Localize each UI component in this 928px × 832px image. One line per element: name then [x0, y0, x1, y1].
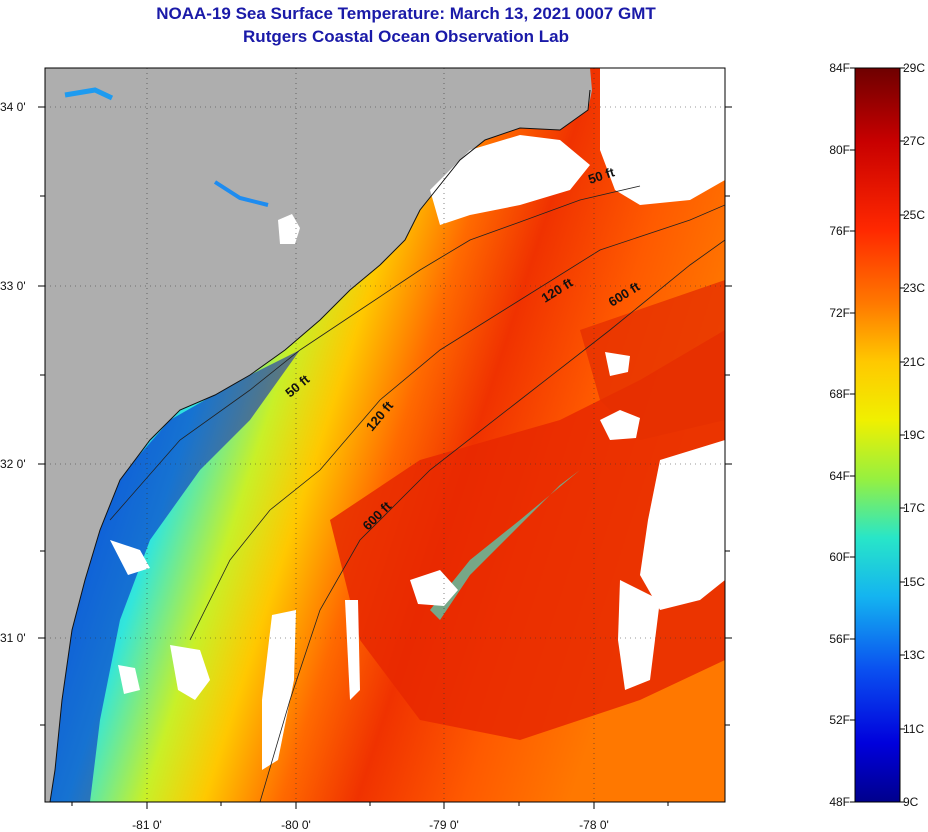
lat-label: 32 0'	[0, 457, 26, 471]
colorbar-f-label: 56F	[829, 632, 850, 646]
colorbar-c-label: 23C	[903, 281, 925, 295]
colorbar-c-label: 15C	[903, 575, 925, 589]
inland-water	[64, 87, 114, 101]
colorbar-c-label: 13C	[903, 648, 925, 662]
colorbar-f-label: 76F	[829, 224, 850, 238]
cloud-patch	[278, 214, 300, 244]
colorbar-c-label: 9C	[903, 795, 919, 809]
lat-label: 33 0'	[0, 279, 26, 293]
lon-label: -80 0'	[281, 818, 311, 832]
lat-label: 34 0'	[0, 100, 26, 114]
colorbar-f-label: 68F	[829, 387, 850, 401]
cloud-patch	[618, 580, 660, 690]
cloud-patch	[410, 570, 458, 606]
front-filament	[430, 470, 580, 620]
cloud-patch	[118, 665, 140, 694]
colorbar-c-label: 25C	[903, 208, 925, 222]
colorbar-c-label: 19C	[903, 428, 925, 442]
lon-label: -79 0'	[429, 818, 459, 832]
cloud-patch	[605, 352, 630, 376]
contour-50ft	[109, 185, 641, 521]
colorbar-f-label: 52F	[829, 713, 850, 727]
map-panel	[45, 68, 725, 802]
colorbar-f-label: 60F	[829, 550, 850, 564]
colorbar-f-label: 72F	[829, 306, 850, 320]
lon-label: -81 0'	[132, 818, 162, 832]
cloud-patch	[262, 610, 296, 770]
colorbar-c-label: 21C	[903, 355, 925, 369]
axis-ticks	[38, 106, 732, 809]
inland-water	[213, 180, 269, 207]
lon-label: -78 0'	[579, 818, 609, 832]
colorbar-f-label: 64F	[829, 469, 850, 483]
contour-600ft	[259, 239, 725, 802]
nearshore-cold-band	[45, 350, 300, 802]
land-mass	[45, 68, 592, 802]
cloud-patch	[430, 135, 590, 225]
warm-offshore-region	[580, 280, 725, 440]
colorbar	[854, 67, 901, 803]
cloud-patch	[170, 645, 210, 700]
map-title: NOAA-19 Sea Surface Temperature: March 1…	[156, 4, 656, 23]
grid-lines	[45, 68, 725, 802]
cloud-patch	[345, 600, 360, 700]
lat-label: 31 0'	[0, 631, 26, 645]
colorbar-c-label: 11C	[903, 722, 924, 736]
colorbar-c-label: 29C	[903, 61, 925, 75]
colorbar-ticks	[850, 67, 905, 803]
cloud-patch	[640, 440, 725, 610]
cloud-patch	[600, 410, 640, 440]
colorbar-f-label: 84F	[829, 61, 850, 75]
colorbar-c-label: 17C	[903, 501, 925, 515]
cloud-patch	[600, 68, 725, 205]
map-subtitle: Rutgers Coastal Ocean Observation Lab	[243, 27, 569, 46]
colorbar-f-label: 80F	[829, 143, 850, 157]
coastline	[49, 89, 591, 802]
contour-120ft	[189, 204, 725, 641]
cloud-patch	[110, 540, 150, 575]
colorbar-c-label: 27C	[903, 134, 925, 148]
map-frame	[44, 67, 726, 803]
colorbar-f-label: 48F	[829, 795, 850, 809]
